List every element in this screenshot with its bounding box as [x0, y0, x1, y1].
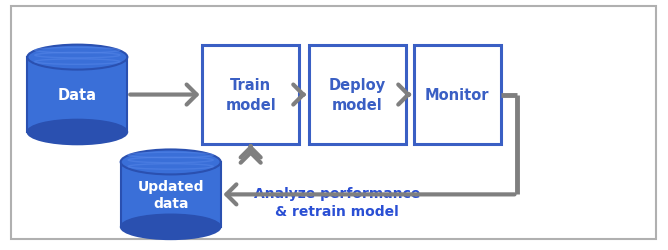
Bar — [27, 58, 128, 132]
Bar — [309, 46, 405, 145]
Bar — [202, 46, 299, 145]
Text: Monitor: Monitor — [425, 88, 490, 103]
Text: Train
model: Train model — [225, 78, 276, 112]
Ellipse shape — [121, 150, 220, 175]
Bar — [414, 46, 500, 145]
Ellipse shape — [121, 214, 220, 239]
Text: Deploy
model: Deploy model — [329, 78, 386, 112]
Bar — [121, 162, 220, 227]
Ellipse shape — [27, 120, 128, 145]
Ellipse shape — [27, 46, 128, 70]
Text: Updated
data: Updated data — [138, 179, 204, 210]
Text: Analyze performance
& retrain model: Analyze performance & retrain model — [254, 186, 421, 218]
FancyBboxPatch shape — [11, 7, 656, 239]
Text: Data: Data — [58, 88, 97, 103]
